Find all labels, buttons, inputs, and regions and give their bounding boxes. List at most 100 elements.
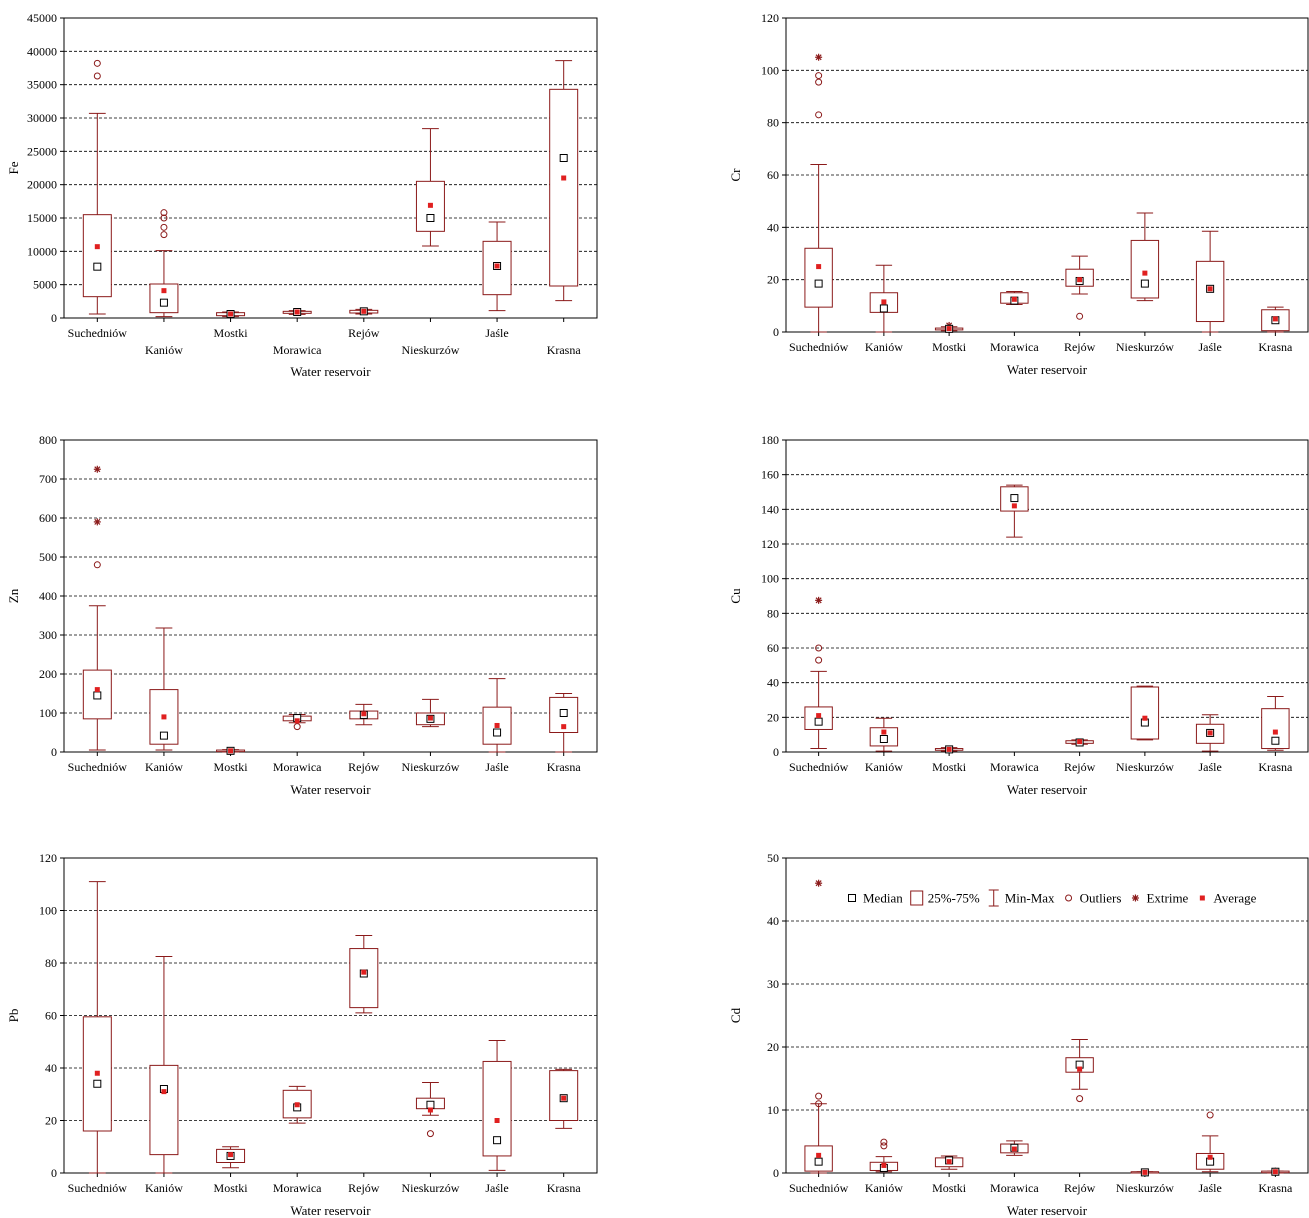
average-marker	[816, 713, 822, 719]
average-marker	[1207, 730, 1213, 736]
box-jaśle	[1195, 714, 1225, 752]
x-tick-label: Suchedniów	[789, 1181, 849, 1195]
x-tick-label: Kaniów	[145, 1181, 183, 1195]
average-marker	[427, 715, 433, 721]
y-axis-label: Cr	[728, 168, 743, 182]
x-tick-label: Nieskurzów	[1116, 340, 1174, 354]
extreme-stroke	[94, 466, 101, 473]
y-tick-label: 60	[45, 1009, 57, 1023]
box-nieskurzów	[415, 128, 445, 247]
average-marker	[228, 748, 234, 754]
x-tick-label: Rejów	[1064, 760, 1096, 774]
extreme-point	[815, 53, 823, 61]
outlier-point	[93, 59, 101, 67]
box-mostki	[216, 1146, 246, 1169]
average-marker	[1011, 296, 1017, 302]
average-marker	[561, 1095, 567, 1101]
y-tick-label: 20	[45, 1114, 57, 1128]
legend-item-whisker: Min-Max	[988, 889, 1055, 907]
y-tick-label: 60	[767, 641, 779, 655]
median-marker	[814, 279, 823, 288]
y-tick-label: 100	[761, 63, 779, 77]
average-marker	[94, 244, 100, 250]
y-tick-label: 80	[45, 956, 57, 970]
outlier-point	[293, 723, 301, 731]
median-marker	[159, 298, 168, 307]
x-tick-label: Nieskurzów	[401, 343, 459, 357]
y-tick-label: 500	[39, 550, 57, 564]
x-tick-label: Jaśle	[485, 1181, 508, 1195]
box-rejów	[349, 307, 379, 316]
box-morawica	[1000, 484, 1029, 538]
y-tick-label: 45000	[27, 11, 57, 25]
y-tick-label: 0	[51, 311, 57, 325]
median-marker	[559, 709, 568, 717]
y-tick-label: 40000	[27, 44, 57, 58]
y-tick-label: 800	[39, 433, 57, 447]
average-marker	[816, 264, 822, 270]
x-tick-label: Rejów	[348, 326, 380, 340]
median-marker	[93, 262, 102, 271]
x-tick-label: Nieskurzów	[1116, 760, 1174, 774]
y-tick-label: 20000	[27, 178, 57, 192]
average-marker	[1142, 1169, 1148, 1175]
y-tick-label: 30000	[27, 111, 57, 125]
panel-pb: 0 20 40 60 80 100 120 Pb Suchedniów Kaniów Mostki M…	[6, 851, 598, 1218]
y-tick-label: 15000	[27, 211, 57, 225]
outlier-point	[160, 231, 168, 239]
box-krasna	[549, 60, 579, 302]
median-marker	[814, 1157, 823, 1166]
x-tick-label: Jaśle	[485, 326, 508, 340]
x-tick-label: Krasna	[547, 760, 582, 774]
box-nieskurzów	[1130, 212, 1160, 302]
outlier-point	[1076, 1095, 1084, 1103]
average-marker	[1272, 729, 1278, 735]
y-tick-label: 5000	[33, 278, 57, 292]
median-marker	[879, 735, 888, 743]
box-krasna	[549, 1068, 579, 1129]
x-tick-label: Nieskurzów	[401, 1181, 459, 1195]
x-tick-label: Morawica	[990, 340, 1039, 354]
average-marker	[946, 1159, 952, 1165]
box-mostki	[934, 1155, 964, 1170]
outlier-point	[1076, 312, 1084, 320]
box-suchedniów	[804, 53, 833, 333]
x-tick-label: Jaśle	[1198, 340, 1221, 354]
outlier-point	[815, 78, 823, 86]
x-tick-label: Morawica	[273, 343, 322, 357]
outlier-point	[160, 209, 168, 217]
y-tick-label: 140	[761, 502, 779, 516]
extreme-point	[815, 596, 823, 604]
median-marker	[814, 717, 823, 726]
outlier-point	[160, 223, 168, 231]
box-krasna	[549, 693, 579, 753]
y-tick-label: 160	[761, 468, 779, 482]
y-tick-label: 120	[761, 11, 779, 25]
box-kaniów	[869, 717, 899, 752]
panel-cr: 0 20 40 60 80 100 120 Cr Suchedniów Kaniów Mostki M…	[728, 11, 1309, 377]
legend-label: 25%-75%	[928, 891, 980, 906]
box-mostki	[216, 310, 246, 318]
outlier-point	[93, 72, 101, 80]
median-marker	[93, 691, 102, 700]
x-tick-label: Rejów	[348, 760, 380, 774]
x-tick-label: Rejów	[1064, 340, 1096, 354]
y-tick-label: 30	[767, 977, 779, 991]
y-tick-label: 100	[39, 904, 57, 918]
average-marker	[294, 1102, 300, 1108]
box-kaniów	[149, 955, 179, 1174]
iqr-box	[82, 214, 112, 298]
legend-average-symbol	[1199, 895, 1205, 901]
y-tick-label: 40	[767, 220, 779, 234]
box-jaśle	[482, 678, 512, 753]
iqr-box	[1130, 239, 1160, 299]
y-tick-label: 40	[767, 914, 779, 928]
outlier-point	[815, 111, 823, 119]
x-axis-label: Water reservoir	[290, 364, 371, 379]
average-marker	[228, 311, 234, 317]
x-tick-label: Krasna	[1258, 1181, 1293, 1195]
y-tick-label: 80	[767, 606, 779, 620]
x-tick-label: Morawica	[990, 760, 1039, 774]
box-kaniów	[149, 209, 179, 318]
x-axis-label: Water reservoir	[290, 1203, 371, 1218]
